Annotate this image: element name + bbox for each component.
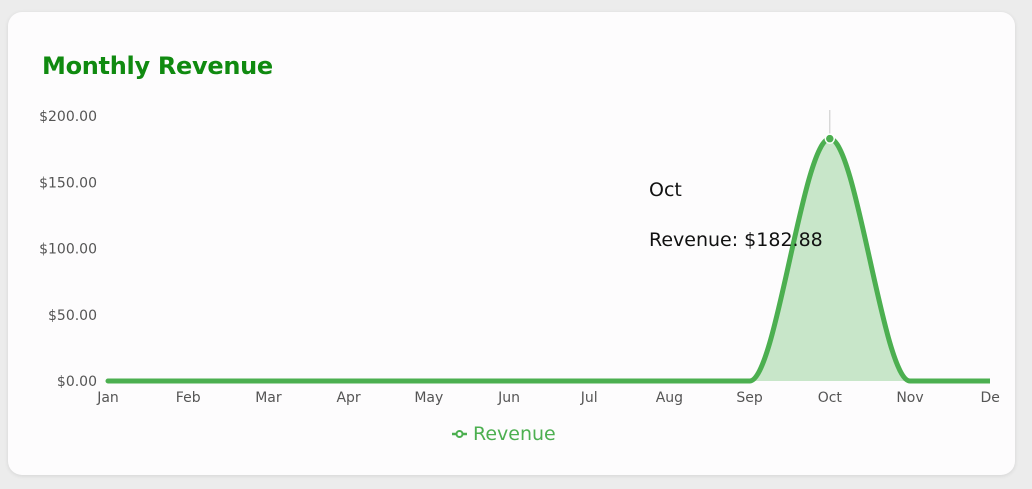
x-tick-label: Jul: [580, 390, 598, 406]
x-tick-label: Mar: [255, 390, 282, 406]
x-tick-label: De: [980, 390, 999, 406]
legend-label-revenue[interactable]: Revenue: [473, 423, 556, 445]
x-tick-label: Jan: [96, 390, 119, 406]
y-tick-label: $0.00: [57, 374, 97, 390]
y-axis: $0.00 $50.00 $100.00 $150.00 $200.00: [39, 109, 97, 390]
x-tick-label: Oct: [818, 390, 843, 406]
tooltip-category: Oct: [649, 179, 682, 201]
y-tick-label: $100.00: [39, 242, 97, 258]
y-tick-label: $50.00: [48, 308, 97, 324]
x-tick-label: Jun: [497, 390, 520, 406]
x-tick-label: Nov: [896, 390, 923, 406]
tooltip: Oct Revenue: $182.88: [649, 179, 823, 251]
tooltip-value: Revenue: $182.88: [649, 229, 823, 251]
x-tick-label: Apr: [336, 390, 360, 406]
x-tick-label: Feb: [176, 390, 201, 406]
x-tick-label: May: [414, 390, 443, 406]
y-tick-label: $150.00: [39, 175, 97, 191]
revenue-points: [824, 133, 836, 144]
revenue-area: [108, 138, 990, 381]
legend[interactable]: Revenue: [452, 423, 556, 445]
card-title: Monthly Revenue: [42, 52, 273, 80]
revenue-line[interactable]: [105, 136, 990, 384]
legend-point-icon: [455, 430, 464, 438]
x-axis: Jan Feb Mar Apr May Jun Jul Aug Sep Oct Nov De: [96, 390, 1000, 406]
highlighted-point[interactable]: [824, 133, 836, 144]
x-tick-label: Sep: [736, 390, 763, 406]
x-tick-label: Aug: [656, 390, 683, 406]
y-tick-label: $200.00: [39, 109, 97, 125]
